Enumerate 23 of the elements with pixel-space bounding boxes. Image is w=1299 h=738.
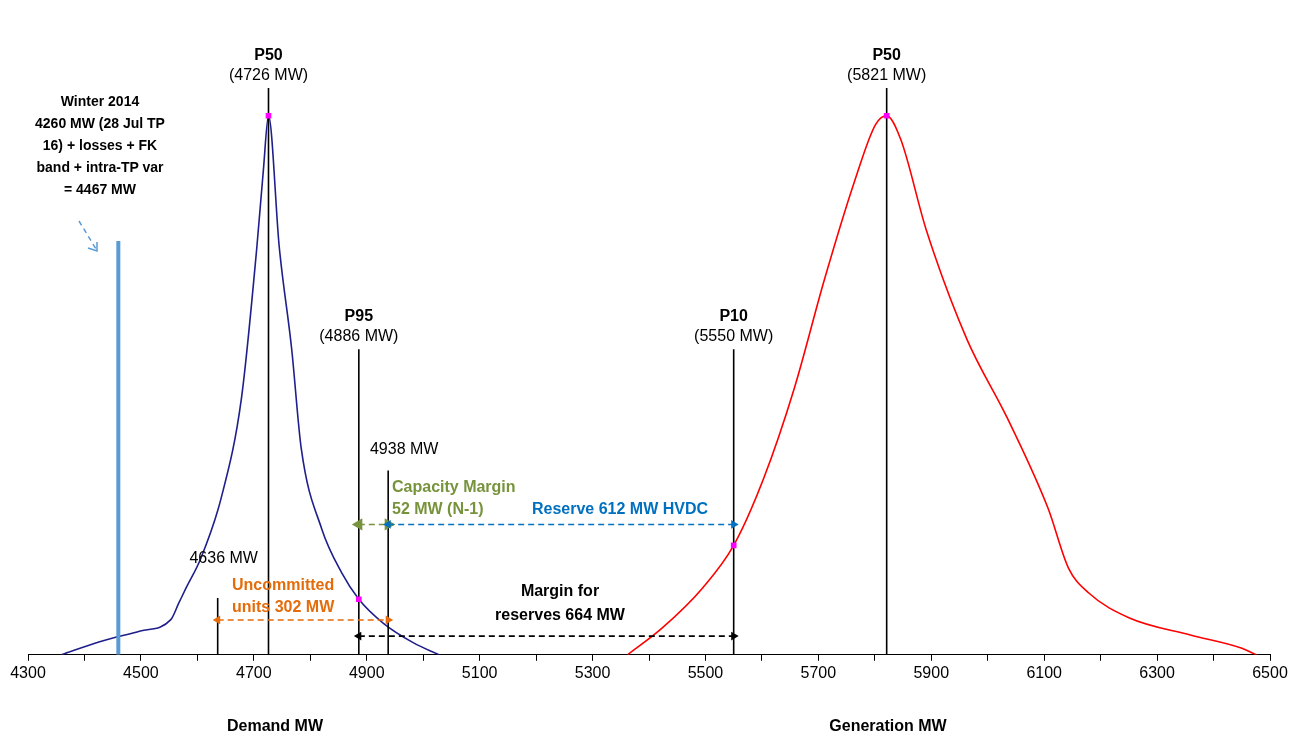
x-tick-label: 6300 bbox=[1139, 663, 1175, 681]
annotation: Margin for reserves 664 MW bbox=[495, 582, 626, 623]
x-tick-label: 4300 bbox=[10, 663, 46, 681]
x-tick-label: 6500 bbox=[1252, 663, 1288, 681]
x-tick-label: 6100 bbox=[1026, 663, 1063, 681]
x-tick-label: 5100 bbox=[461, 663, 498, 681]
annotation: Capacity Margin 52 MW (N-1) bbox=[392, 478, 516, 517]
text: Demand MW bbox=[227, 717, 324, 734]
x-tick-label: 4700 bbox=[236, 663, 272, 681]
annotation: Winter 2014 4260 MW (28 Jul TP 16) + losses + FK band + intra-TP var = 4467 MW bbox=[35, 93, 165, 197]
x-tick-label: 4500 bbox=[123, 663, 159, 681]
x-tick-label: 5900 bbox=[913, 663, 950, 681]
annotation: P10 (5550 MW) bbox=[694, 307, 774, 345]
x-tick-label: 5700 bbox=[800, 663, 837, 681]
x-tick-label: 4900 bbox=[348, 663, 385, 681]
annotation: P50 (4726 MW) bbox=[228, 46, 309, 83]
x-tick-label: 5500 bbox=[687, 663, 724, 681]
annotation: P50 (5821 MW) bbox=[847, 46, 927, 83]
annotation: P95 (4886 MW) bbox=[319, 307, 399, 345]
annotation: Reserve 612 MW HVDC bbox=[531, 500, 709, 517]
x-tick-label: 5300 bbox=[574, 663, 611, 681]
text: Generation MW bbox=[829, 717, 948, 734]
annotation: 4938 MW bbox=[369, 439, 440, 457]
